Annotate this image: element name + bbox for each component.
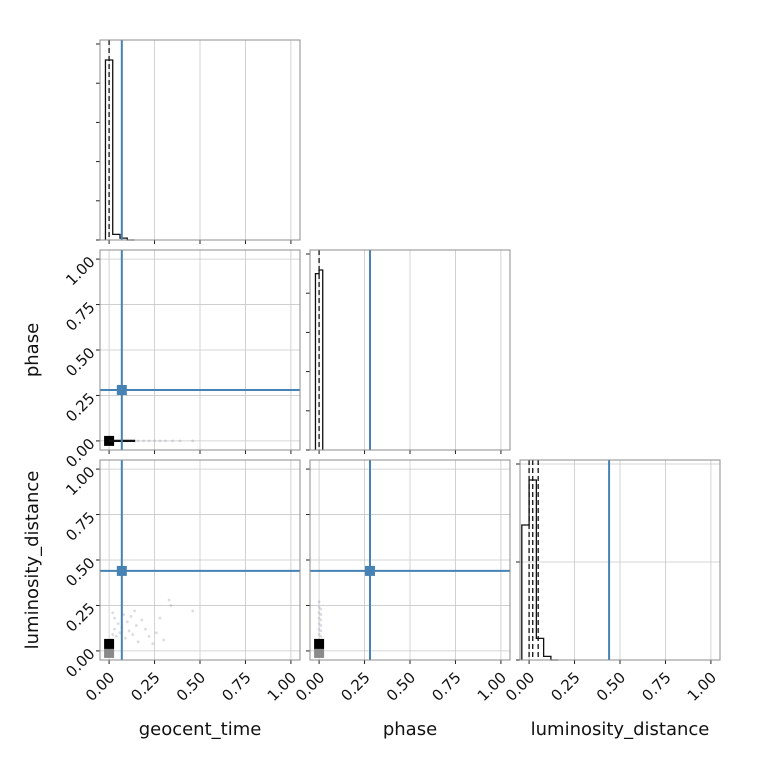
x-tick-label: 0.50: [593, 668, 629, 704]
panel-border: [99, 249, 301, 451]
sample-point: [147, 634, 151, 638]
truth-marker: [116, 565, 127, 576]
y-tick-label: 0.75: [62, 508, 98, 544]
sample-point: [151, 642, 155, 646]
sample-point: [147, 439, 151, 443]
x-tick-label: 0.25: [337, 668, 373, 704]
sample-point: [319, 634, 323, 638]
sample-point: [191, 439, 195, 443]
x-axis-label-geocent_time: geocent_time: [139, 719, 262, 740]
sample-point: [116, 622, 120, 626]
panel-border: [99, 459, 301, 661]
sample-point: [319, 607, 323, 611]
sample-point: [118, 631, 122, 635]
x-tick-label: 1.00: [474, 668, 510, 704]
sample-point: [136, 439, 140, 443]
histogram-geocent_time: [104, 59, 135, 241]
sample-point: [169, 604, 173, 607]
sample-point: [136, 640, 140, 644]
x-axis-label-luminosity_distance: luminosity_distance: [531, 719, 710, 740]
sample-point: [317, 611, 321, 615]
sample-point: [113, 627, 116, 631]
x-tick-label: 0.25: [547, 668, 583, 704]
x-tick-label: 0.75: [428, 668, 464, 704]
sample-point: [127, 629, 131, 633]
x-tick-label: 1.00: [264, 668, 300, 704]
sample-point: [167, 598, 171, 602]
sample-point: [113, 616, 116, 620]
x-tick-label: 0.50: [383, 668, 419, 704]
y-tick-label: 0.00: [62, 645, 98, 681]
panel-border: [519, 459, 721, 661]
sample-point: [319, 618, 323, 622]
x-tick-label: 0.00: [82, 668, 118, 704]
x-tick-label: 0.50: [173, 668, 209, 704]
panel-border: [309, 459, 511, 661]
density-halo: [104, 648, 115, 658]
sample-point: [319, 624, 323, 627]
y-tick-label: 0.25: [62, 599, 98, 635]
sample-point: [178, 439, 182, 443]
y-tick-label: 1.00: [62, 253, 98, 289]
panel-border: [99, 39, 301, 241]
sample-point: [131, 633, 135, 636]
density-halo: [314, 648, 325, 658]
histogram-luminosity_distance: [521, 479, 559, 661]
density-block: [104, 638, 115, 649]
sample-point: [317, 605, 321, 609]
x-tick-label: 1.00: [684, 668, 720, 704]
truth-marker: [116, 385, 127, 395]
y-axis-label-phase: phase: [22, 323, 43, 377]
sample-point: [171, 439, 175, 443]
sample-point: [122, 613, 126, 616]
y-tick-label: 0.25: [62, 389, 98, 425]
x-tick-label: 0.75: [638, 668, 674, 704]
sample-point: [114, 634, 118, 638]
histogram-phase: [314, 269, 324, 450]
sample-point: [133, 609, 136, 613]
y-tick-label: 1.00: [62, 463, 98, 499]
sample-point: [317, 627, 321, 631]
y-tick-label: 0.00: [62, 435, 98, 471]
sample-point: [154, 631, 158, 635]
sample-point: [125, 620, 129, 624]
sample-point: [317, 633, 321, 636]
sample-point: [317, 600, 321, 604]
y-tick-label: 0.50: [62, 344, 98, 380]
x-tick-label: 0.75: [218, 668, 254, 704]
sample-point: [124, 636, 127, 640]
sample-point: [319, 613, 323, 616]
sample-point: [129, 614, 133, 618]
sample-point: [158, 616, 162, 620]
panel-border: [309, 249, 511, 451]
y-tick-label: 0.75: [62, 298, 98, 334]
sample-point: [153, 439, 156, 443]
sample-point: [140, 618, 144, 622]
sample-point: [134, 624, 138, 627]
x-tick-label: 0.00: [502, 668, 538, 704]
x-axis-label-phase: phase: [383, 719, 437, 740]
truth-marker: [365, 565, 375, 576]
y-tick-label: 0.50: [62, 554, 98, 590]
x-tick-label: 0.00: [292, 668, 328, 704]
sample-point: [111, 611, 115, 615]
y-axis-label-luminosity_distance: luminosity_distance: [22, 471, 43, 650]
sample-point: [111, 633, 115, 636]
sample-point: [142, 439, 146, 443]
sample-point: [144, 627, 147, 631]
x-tick-label: 0.25: [127, 668, 163, 704]
sample-point: [317, 622, 321, 626]
sample-point: [162, 638, 166, 642]
sample-point: [319, 629, 323, 633]
sample-point: [164, 439, 167, 443]
sample-point: [191, 609, 195, 613]
sample-point: [317, 616, 321, 620]
density-block: [314, 638, 325, 649]
sample-point: [158, 439, 162, 443]
